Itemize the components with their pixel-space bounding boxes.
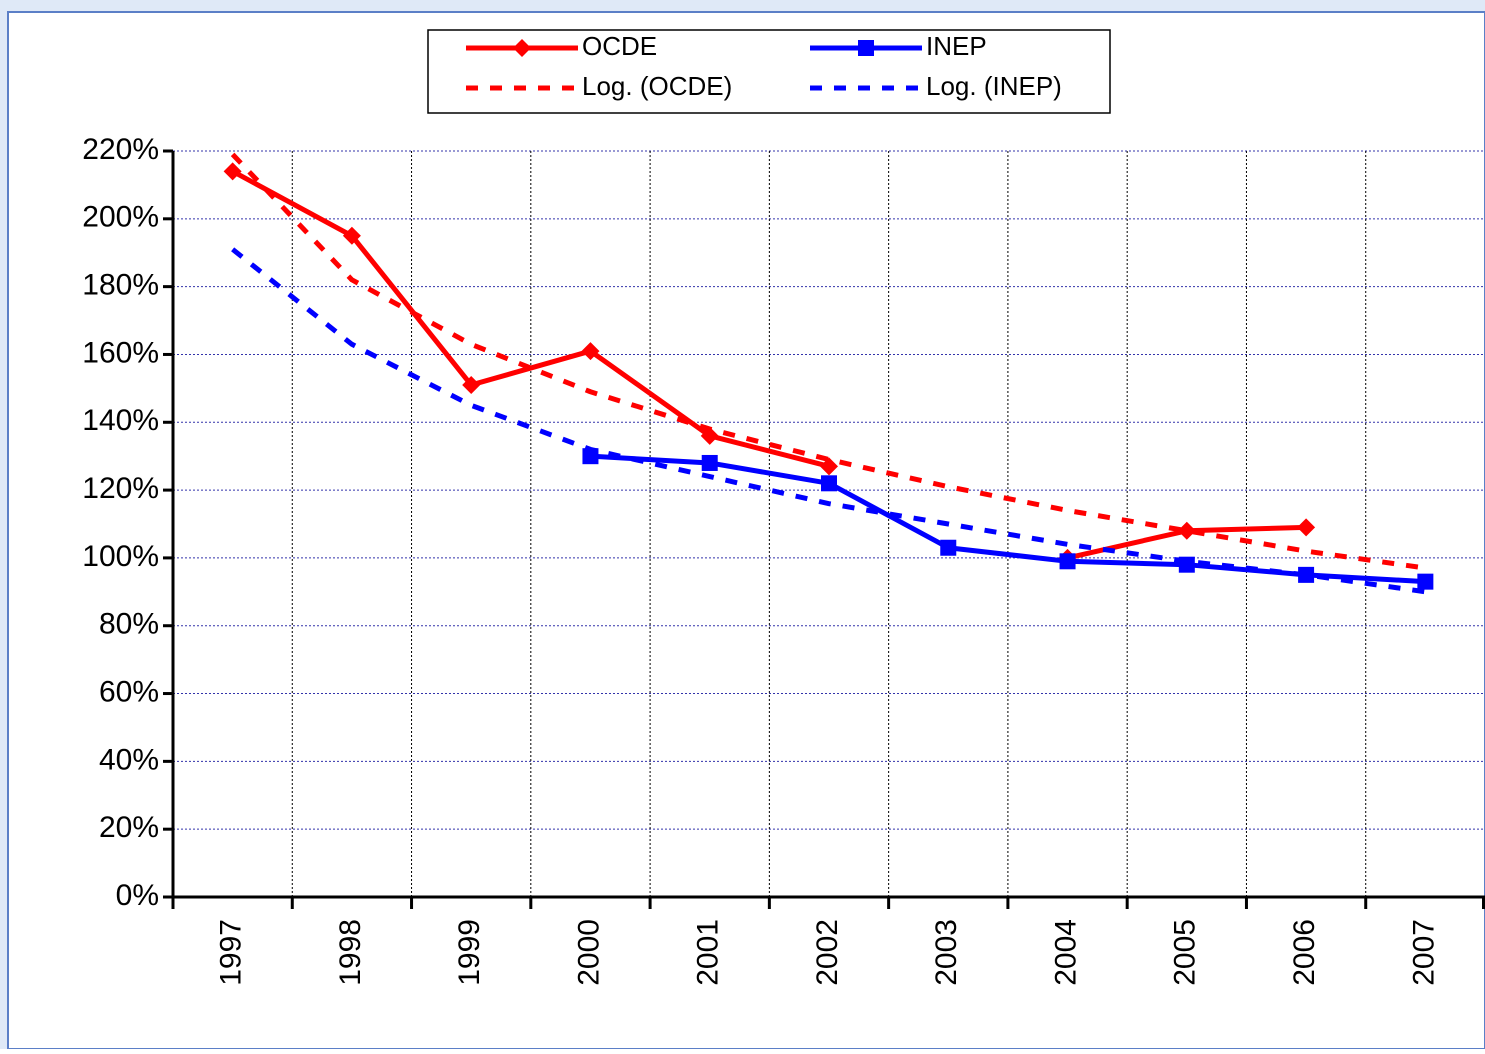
y-tick-label: 220% (82, 133, 159, 166)
marker-square (858, 40, 874, 56)
marker-square (1059, 553, 1076, 570)
marker-diamond (1177, 521, 1196, 540)
marker-square (821, 475, 837, 492)
marker-square (940, 539, 957, 556)
trend-line (231, 247, 1426, 595)
y-tick-label: 60% (99, 675, 159, 708)
x-tick-label: 1998 (334, 919, 367, 986)
marker-diamond (820, 457, 838, 476)
marker-diamond (581, 342, 600, 361)
marker-square (701, 454, 718, 471)
marker-diamond (223, 162, 242, 181)
legend-label: OCDE (582, 31, 657, 61)
trend-line (230, 152, 1426, 571)
x-tick-label: 1997 (215, 919, 248, 986)
x-tick-label: 2001 (692, 919, 725, 986)
marker-square (1417, 573, 1434, 590)
legend-label: INEP (926, 31, 987, 61)
y-tick-label: 20% (99, 811, 159, 844)
x-tick-label: 2002 (811, 919, 844, 986)
y-tick-label: 100% (82, 540, 159, 573)
x-tick-label: 2004 (1049, 919, 1082, 986)
y-tick-label: 180% (82, 269, 159, 302)
marker-diamond (1297, 518, 1316, 537)
x-tick-label: 1999 (453, 919, 486, 986)
legend-label: Log. (OCDE) (582, 71, 732, 101)
x-tick-label: 2006 (1288, 919, 1321, 986)
marker-diamond (342, 226, 361, 245)
marker-square (1298, 566, 1315, 583)
legend-label: Log. (INEP) (926, 71, 1062, 101)
x-tick-label: 2003 (930, 919, 963, 986)
y-tick-label: 140% (82, 404, 159, 437)
y-tick-label: 40% (99, 743, 159, 776)
x-tick-label: 2000 (572, 919, 605, 986)
marker-diamond (700, 426, 719, 445)
y-tick-label: 200% (82, 201, 159, 234)
y-tick-label: 80% (99, 608, 159, 641)
x-tick-label: 2007 (1407, 919, 1440, 986)
series-line (590, 453, 1426, 585)
y-tick-label: 0% (116, 879, 159, 912)
legend-box (427, 29, 1111, 114)
y-tick-label: 120% (82, 472, 159, 505)
marker-diamond (462, 375, 481, 394)
y-tick-label: 160% (82, 336, 159, 369)
x-tick-label: 2005 (1169, 919, 1202, 986)
marker-diamond (513, 39, 531, 57)
